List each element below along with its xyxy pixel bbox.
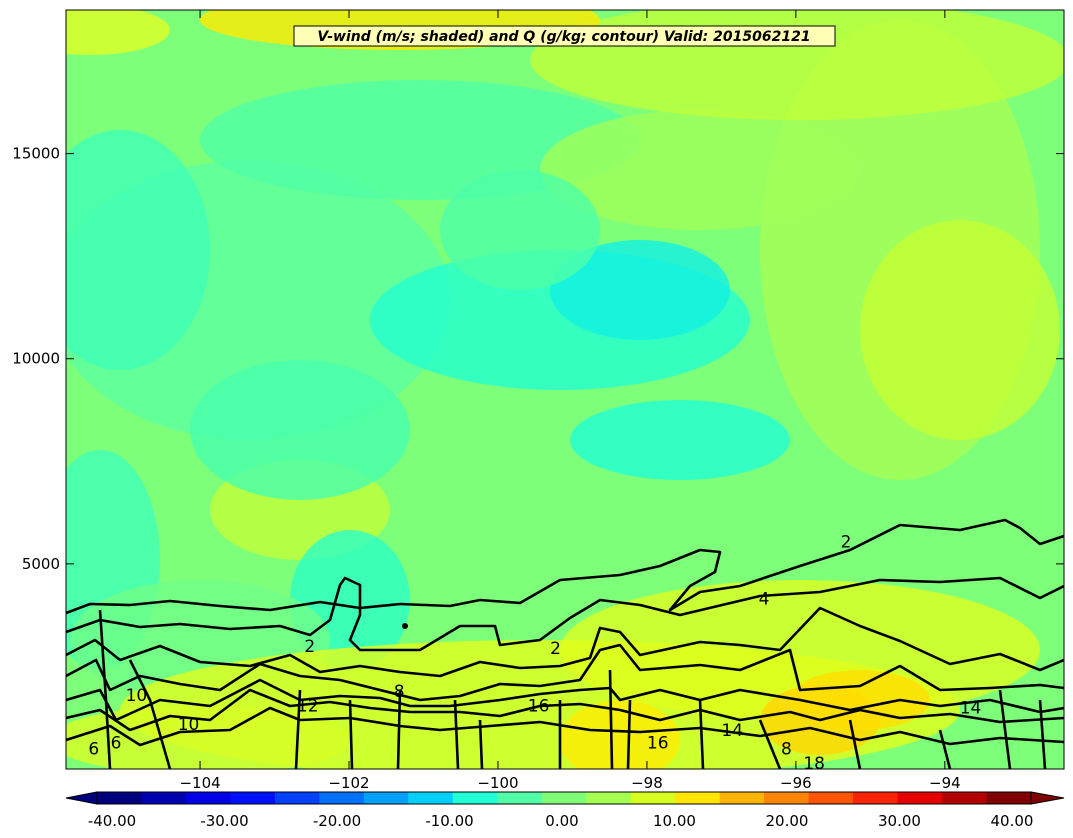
colorbar-tick-label: 20.00 [766, 812, 809, 830]
colorbar-segment [675, 792, 721, 804]
colorbar [65, 791, 1065, 805]
q-contour-label: 14 [721, 721, 743, 741]
x-tick-label: −104 [179, 774, 220, 792]
q-contour-label: 8 [781, 739, 792, 759]
q-contour-label: 4 [759, 590, 770, 610]
y-axis-ticks: 5000 10000 15000 [12, 145, 1064, 573]
field-blob [790, 670, 930, 730]
q-contour-line [66, 678, 1064, 722]
colorbar-segment [319, 792, 365, 804]
q-contour-line [66, 643, 1064, 702]
colorbar-segment [853, 792, 899, 804]
field-blob [440, 170, 600, 290]
colorbar-tick-label: -10.00 [425, 812, 473, 830]
q-contour-label: 12 [297, 696, 319, 716]
colorbar-segment [719, 792, 765, 804]
q-contour-label: 2 [841, 532, 852, 552]
plot-frame [65, 9, 1065, 770]
colorbar-segment [97, 792, 143, 804]
q-contour-label: 16 [647, 733, 669, 753]
vwind-shaded-field [66, 10, 1064, 769]
q-contour-label: 6 [111, 733, 122, 753]
y-tick-label: 15000 [12, 145, 60, 163]
q-contour-label: 6 [88, 739, 99, 759]
q-contour-line [66, 706, 1064, 747]
x-tick-label: −102 [328, 774, 369, 792]
q-contour-label: 8 [394, 682, 405, 702]
q-contour-label: 14 [960, 698, 982, 718]
field-blob [540, 110, 860, 230]
q-contour-label: 10 [126, 686, 148, 706]
q-contour-label: 10 [178, 715, 200, 735]
colorbar-tick-label: 40.00 [991, 812, 1034, 830]
field-blob [66, 10, 170, 55]
x-tick-label: −98 [631, 774, 663, 792]
field-blob [200, 80, 640, 200]
q-contour-line [128, 659, 952, 769]
colorbar-segment [408, 792, 454, 804]
y-tick-label: 10000 [12, 350, 60, 368]
colorbar-tick-label: 0.00 [545, 812, 578, 830]
colorbar-segment [230, 792, 276, 804]
field-blob [530, 10, 1064, 120]
colorbar-segment [141, 792, 187, 804]
colorbar-tick-label: -40.00 [88, 812, 136, 830]
q-contour-label: 16 [528, 696, 550, 716]
colorbar-tick-label: 10.00 [653, 812, 696, 830]
q-contour-line [66, 518, 1064, 615]
x-tick-label: −94 [929, 774, 961, 792]
colorbar-segment [452, 792, 498, 804]
x-tick-label: −96 [780, 774, 812, 792]
q-contour-line [98, 609, 1047, 769]
q-contour-line [66, 688, 1064, 732]
y-tick-label: 5000 [22, 555, 60, 573]
q-contour-label: 18 [803, 754, 825, 774]
q-contour-labels: 2 4 2 2 8 10 10 12 16 66 16 14 8 18 14 [88, 532, 982, 774]
colorbar-tick-label: -20.00 [313, 812, 361, 830]
q-contour-label: 2 [304, 637, 315, 657]
x-tick-label: −100 [477, 774, 518, 792]
field-blob [66, 130, 210, 370]
colorbar-extend-min [65, 791, 98, 805]
chart-title-box: V-wind (m/s; shaded) and Q (g/kg; contou… [293, 25, 836, 47]
colorbar-segment [942, 792, 988, 804]
q-contour-line [66, 606, 1064, 678]
colorbar-segment [808, 792, 854, 804]
field-blob [550, 240, 730, 340]
colorbar-segment [363, 792, 409, 804]
colorbar-segment [185, 792, 232, 804]
colorbar-segment [630, 792, 676, 804]
field-blob [66, 705, 350, 769]
field-blob [570, 400, 790, 480]
x-axis-ticks: −104 −102 −100 −98 −96 −94 [179, 10, 961, 792]
q-contours [66, 518, 1064, 769]
q-contour-dot [402, 623, 408, 629]
colorbar-frame [96, 791, 1032, 805]
colorbar-segment [541, 792, 587, 804]
colorbar-segment [897, 792, 943, 804]
colorbar-segment [274, 792, 320, 804]
colorbar-extend-max [1030, 791, 1065, 805]
colorbar-segment [764, 792, 810, 804]
colorbar-tick-labels: -40.00 -30.00 -20.00 -10.00 0.00 10.00 20.00 30… [88, 812, 1034, 830]
field-blob [190, 360, 410, 500]
field-blob [860, 220, 1060, 440]
chart-title: V-wind (m/s; shaded) and Q (g/kg; contou… [317, 29, 810, 45]
colorbar-tick-label: 30.00 [878, 812, 921, 830]
title-background [293, 25, 836, 47]
q-contour-label: 2 [550, 639, 561, 659]
colorbar-segment [986, 792, 1032, 804]
colorbar-segment [586, 792, 632, 804]
q-contour-line [66, 576, 1064, 652]
colorbar-tick-label: -30.00 [200, 812, 248, 830]
colorbar-segment [497, 792, 543, 804]
